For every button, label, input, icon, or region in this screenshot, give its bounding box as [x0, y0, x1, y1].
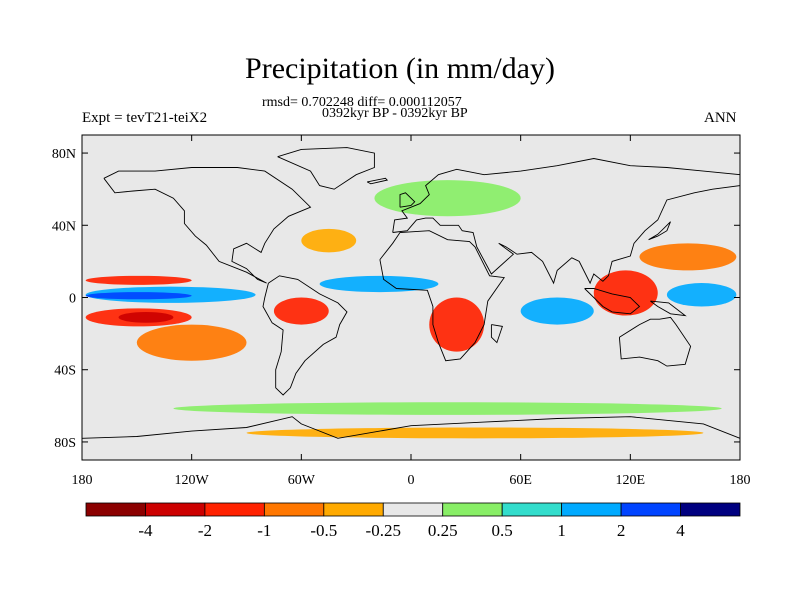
lon-tick-label: 120W	[175, 473, 210, 488]
lon-tick-label: 60W	[288, 473, 316, 488]
coastline-3	[379, 230, 505, 362]
coastline-8	[648, 221, 671, 241]
coastline-12	[490, 324, 503, 344]
coastline-2	[277, 147, 375, 190]
lat-tick-label: 40N	[52, 219, 76, 234]
colorbar-label: -2	[198, 521, 212, 540]
colorbar-label: 1	[557, 521, 566, 540]
coastline-1	[262, 275, 348, 396]
field-region-southern-ocean-green	[173, 402, 722, 415]
season-label: ANN	[704, 110, 737, 126]
colorbar-swatch	[561, 502, 622, 517]
field-region-south-africa-dry	[429, 297, 485, 352]
colorbar-label: 0.25	[428, 521, 458, 540]
coastline-6	[584, 288, 641, 315]
coastline-0	[103, 167, 312, 284]
colorbar-label: -0.5	[310, 521, 337, 540]
colorbar-swatch	[680, 502, 741, 517]
colorbar-swatch	[263, 502, 325, 517]
coastline-10	[366, 177, 389, 185]
experiment-label: Expt = tevT21-teiX2	[82, 110, 208, 126]
field-region-north-atlantic-orange	[301, 228, 357, 253]
coastline-4	[392, 158, 741, 285]
lon-tick-label: 180	[730, 473, 751, 488]
lon-tick-label: 180	[72, 473, 93, 488]
field-region-eurasia-green	[374, 180, 521, 217]
lat-tick-label: 80S	[54, 436, 76, 451]
lon-tick-label: 120E	[616, 473, 646, 488]
field-region-amazon-dry	[273, 297, 329, 325]
period-line: 0392kyr BP - 0392kyr BP	[322, 106, 468, 121]
colorbar-label: 4	[676, 521, 685, 540]
lat-tick-label: 80N	[52, 147, 76, 162]
field-region-atlantic-itcz	[319, 275, 439, 293]
colorbar-label: 2	[617, 521, 626, 540]
coastlines	[81, 147, 741, 439]
lat-tick-label: 0	[69, 292, 76, 307]
page-title: Precipitation (in mm/day)	[245, 52, 555, 85]
field-region-north-pacific-dry-band	[85, 275, 192, 285]
colorbar-label: -4	[138, 521, 153, 540]
colorbar: -4 -2 -1 -0.5 -0.25 0.25 0.5 1 2 4	[85, 502, 741, 540]
field-region-nw-pacific-dry	[639, 243, 737, 271]
colorbar-swatch	[501, 502, 563, 517]
axis-ticks: 80N 40N 0 40S 80S 180 120W 60W 0 60E 120E 180	[52, 135, 751, 488]
coastline-9	[399, 192, 416, 208]
coastline-7	[650, 300, 687, 317]
coastline-5	[618, 316, 692, 367]
field-region-south-pacific-diagonal	[136, 324, 247, 361]
colorbar-label: 0.5	[492, 521, 513, 540]
colorbar-label: -1	[257, 521, 271, 540]
field-region-indonesia-dry	[593, 270, 658, 316]
colorbar-swatch	[145, 502, 206, 517]
colorbar-swatch	[382, 502, 444, 517]
field-region-south-pacific-dry-core	[118, 311, 174, 323]
colorbar-swatch	[323, 502, 384, 517]
precipitation-field	[82, 135, 740, 460]
colorbar-swatch	[442, 502, 503, 517]
lon-tick-label: 0	[408, 473, 415, 488]
stats-line: rmsd= 0.702248 diff= 0.000112057	[262, 95, 462, 110]
colorbar-swatch	[620, 502, 681, 517]
field-region-equatorial-pacific-core	[85, 292, 192, 300]
colorbar-swatch	[85, 502, 146, 517]
colorbar-label: -0.25	[366, 521, 401, 540]
lon-tick-label: 60E	[509, 473, 532, 488]
field-region-antarctic-coast-orange	[246, 427, 704, 439]
colorbar-swatch	[204, 502, 265, 517]
field-region-indian-ocean-wet	[520, 297, 594, 325]
lat-tick-label: 40S	[54, 364, 76, 379]
field-region-west-pacific-wet	[666, 283, 737, 307]
coastline-11	[81, 416, 741, 439]
